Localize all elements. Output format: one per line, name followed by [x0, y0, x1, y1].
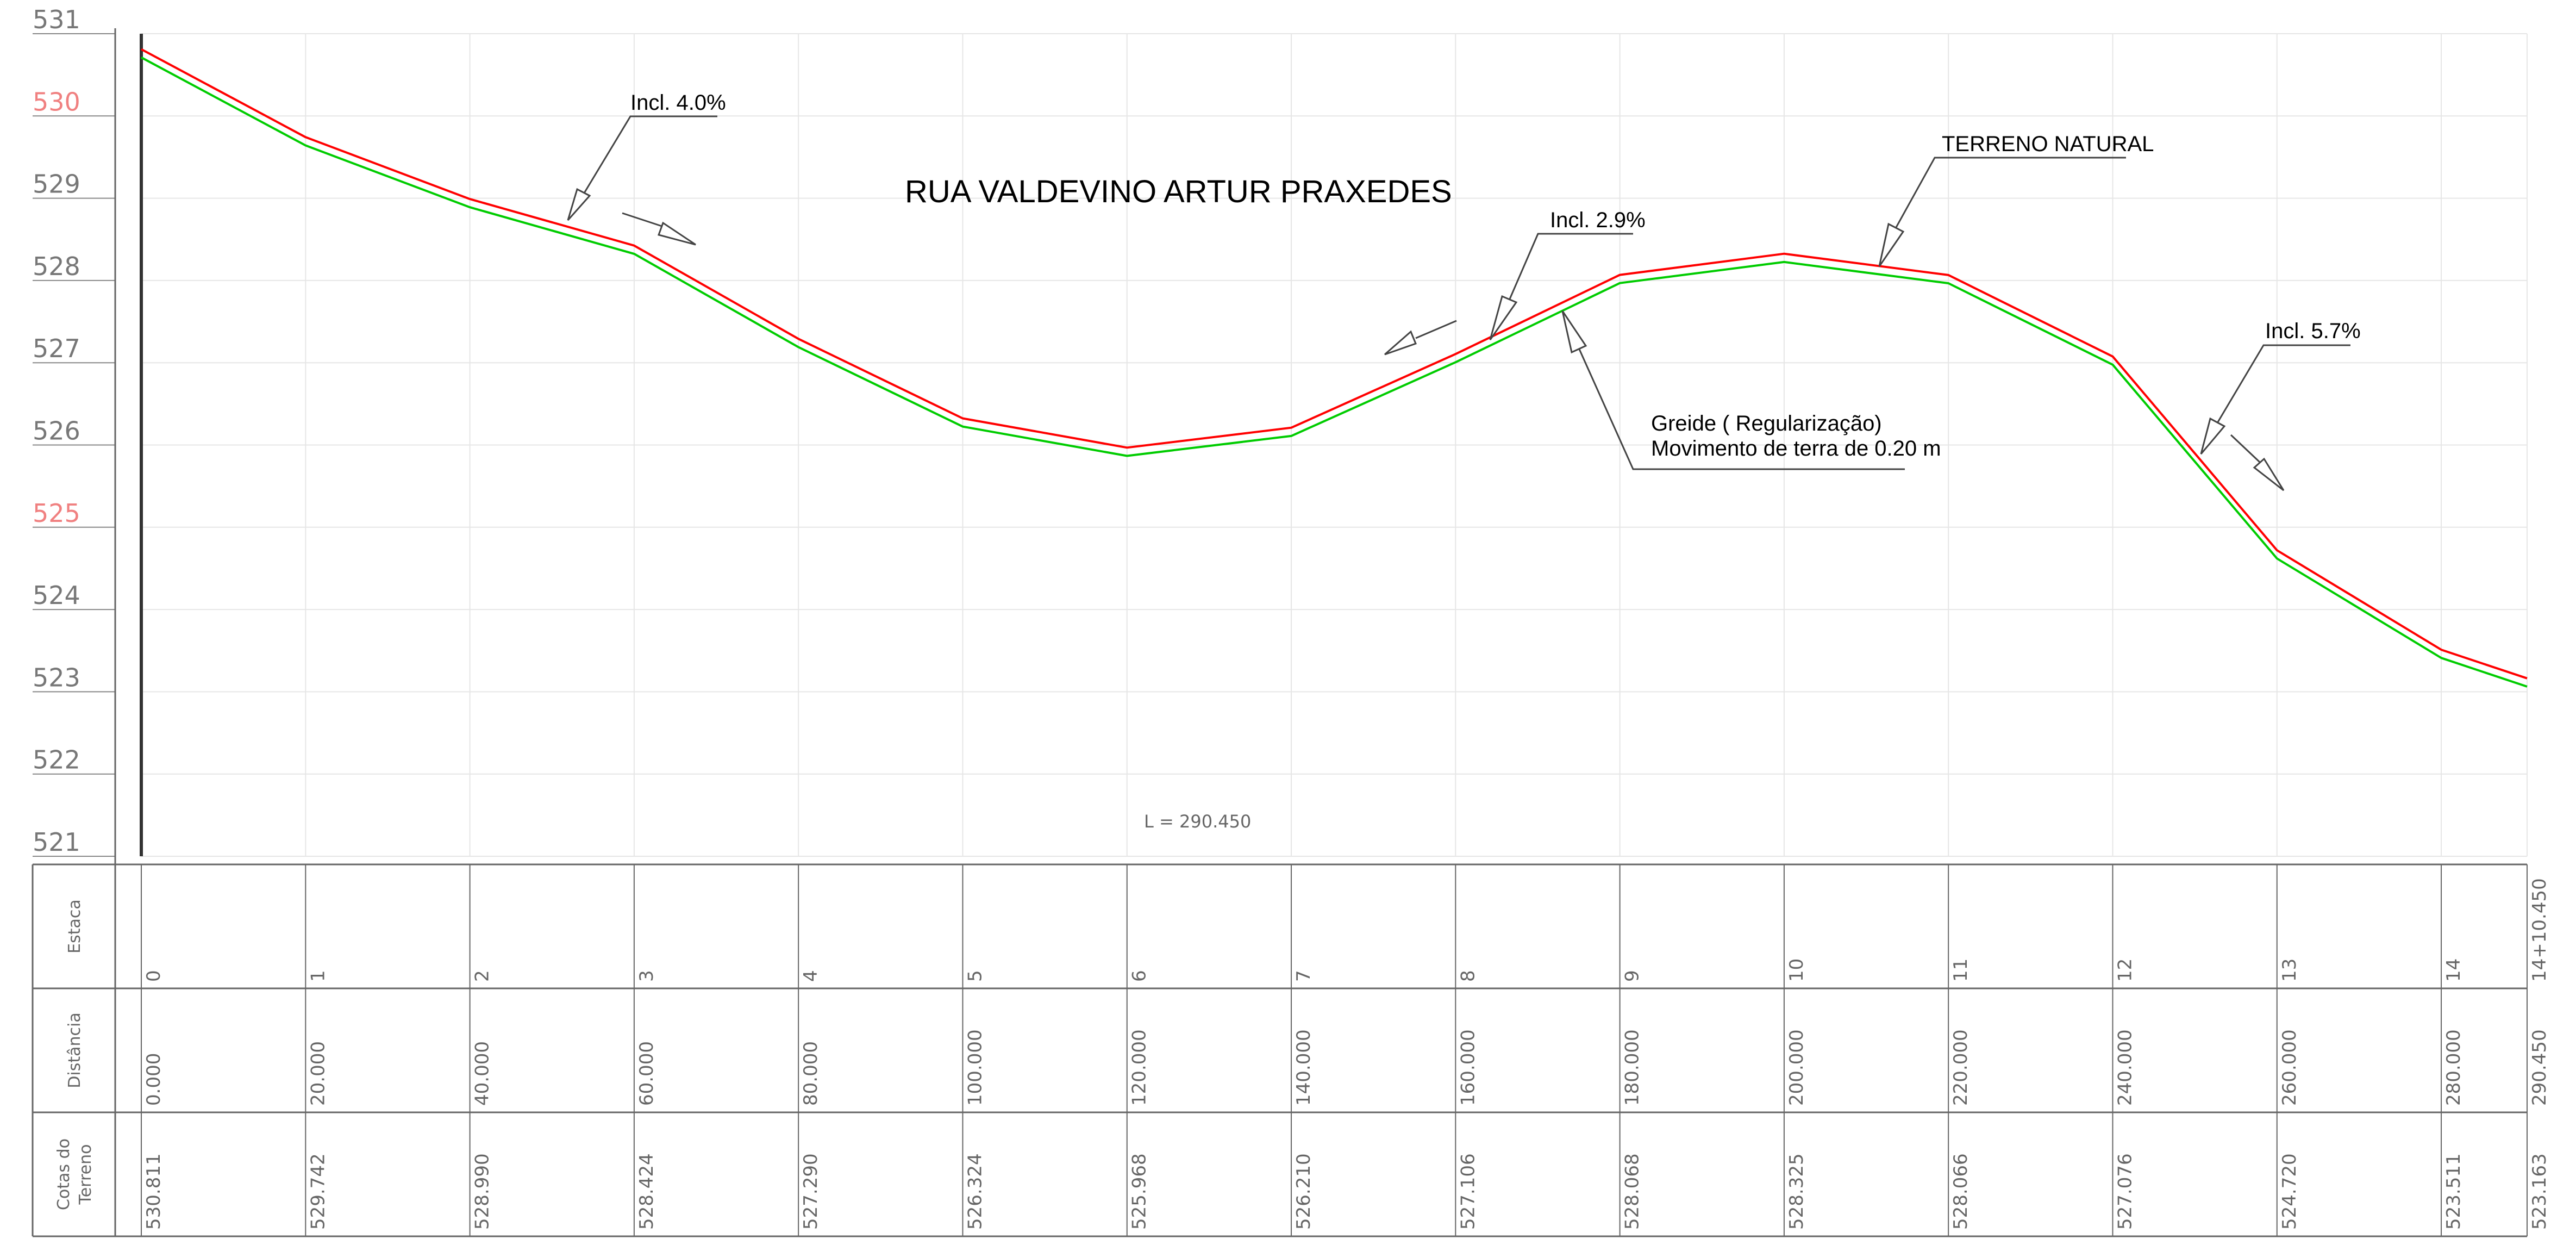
direction-arrow-3	[2230, 434, 2285, 491]
y-tick-label: 525	[33, 499, 80, 528]
y-tick-label: 527	[33, 334, 80, 363]
frame-lines	[32, 28, 2528, 1237]
y-tick-label: 526	[33, 416, 80, 446]
cell-distancia: 0.000	[143, 1053, 165, 1106]
grid-lines	[141, 33, 2528, 857]
cell-cotas: 526.324	[964, 1153, 986, 1230]
cell-cotas: 527.290	[800, 1153, 822, 1230]
cell-cotas: 523.511	[2443, 1153, 2465, 1230]
leader-incl-4	[567, 115, 717, 221]
series-line-terreno	[141, 48, 2528, 680]
row-label-cotas: Terreno	[76, 1144, 95, 1205]
cell-cotas: 528.066	[1950, 1153, 1972, 1230]
incl-5-7-label: Incl. 5.7%	[2265, 319, 2361, 343]
cell-distancia: 280.000	[2443, 1029, 2465, 1106]
cell-cotas: 525.968	[1129, 1153, 1151, 1230]
row-label-cotas: Cotas do	[54, 1138, 73, 1210]
incl-2-9-label: Incl. 2.9%	[1550, 208, 1646, 232]
cell-cotas: 527.106	[1457, 1153, 1479, 1230]
cell-cotas: 524.720	[2279, 1153, 2300, 1230]
cell-cotas: 527.076	[2114, 1153, 2136, 1230]
cell-estaca: 10	[1786, 958, 1808, 982]
cell-distancia: 200.000	[1786, 1029, 1808, 1106]
cell-estaca: 8	[1457, 970, 1479, 982]
direction-arrow-1	[622, 212, 696, 246]
cell-estaca: 7	[1293, 970, 1315, 982]
cell-distancia: 120.000	[1129, 1029, 1151, 1106]
cell-cotas: 523.163	[2529, 1153, 2550, 1230]
y-tick-label: 522	[33, 745, 80, 775]
cell-estaca: 5	[964, 970, 986, 982]
cell-cotas: 530.811	[143, 1153, 165, 1230]
cell-estaca: 0	[143, 970, 165, 982]
incl-4-label: Incl. 4.0%	[630, 91, 726, 115]
cell-estaca: 13	[2279, 958, 2300, 982]
cell-distancia: 290.450	[2529, 1029, 2550, 1106]
leader-incl-5-7	[2200, 344, 2350, 455]
y-tick-label: 524	[33, 581, 80, 610]
cell-distancia: 160.000	[1457, 1029, 1479, 1106]
y-tick-label: 530	[33, 87, 80, 116]
cell-distancia: 40.000	[472, 1041, 493, 1106]
cell-estaca: 14	[2443, 958, 2465, 982]
cell-estaca: 9	[1622, 970, 1643, 982]
annotations: Incl. 4.0% Incl. 2.9% TERRENO NATURAL Gr…	[567, 91, 2361, 491]
y-tick-label: 528	[33, 252, 80, 281]
cell-distancia: 240.000	[2114, 1029, 2136, 1106]
cell-estaca: 11	[1950, 958, 1972, 982]
cell-estaca: 14+10.450	[2529, 878, 2550, 982]
cell-estaca: 1	[307, 970, 329, 982]
y-tick-label: 521	[33, 827, 80, 857]
leader-terreno-natural	[1878, 157, 2126, 267]
cell-estaca: 12	[2114, 958, 2136, 982]
cell-distancia: 140.000	[1293, 1029, 1315, 1106]
table-row-labels: Estaca Distância Cotas do Terreno	[54, 899, 95, 1210]
cell-distancia: 80.000	[800, 1041, 822, 1106]
series-line-greide	[141, 56, 2528, 688]
cell-distancia: 60.000	[636, 1041, 658, 1106]
cell-cotas: 526.210	[1293, 1153, 1315, 1230]
cell-estaca: 4	[800, 970, 822, 982]
leader-incl-2-9	[1489, 233, 1633, 340]
cell-distancia: 100.000	[964, 1029, 986, 1106]
cell-distancia: 220.000	[1950, 1029, 1972, 1106]
cell-distancia: 20.000	[307, 1041, 329, 1106]
table-cells: 00.000530.811120.000529.742240.000528.99…	[143, 878, 2550, 1230]
profile-series	[141, 48, 2528, 688]
cell-cotas: 529.742	[307, 1153, 329, 1230]
cell-cotas: 528.325	[1786, 1153, 1808, 1230]
y-tick-label: 523	[33, 663, 80, 692]
drawing-title: RUA VALDEVINO ARTUR PRAXEDES	[905, 174, 1452, 209]
cell-estaca: 2	[472, 970, 493, 982]
cell-distancia: 260.000	[2279, 1029, 2300, 1106]
cell-cotas: 528.990	[472, 1153, 493, 1230]
row-label-estaca: Estaca	[65, 899, 84, 954]
terreno-natural-label: TERRENO NATURAL	[1942, 132, 2154, 156]
cell-estaca: 6	[1129, 970, 1151, 982]
y-tick-label: 531	[33, 5, 80, 34]
greide-label-line1: Greide ( Regularização)	[1651, 412, 1882, 435]
cell-distancia: 180.000	[1622, 1029, 1643, 1106]
leader-greide	[1561, 310, 1905, 470]
length-label: L = 290.450	[1144, 811, 1251, 832]
cell-estaca: 3	[636, 970, 658, 982]
greide-label-line2: Movimento de terra de 0.20 m	[1651, 437, 1941, 460]
y-axis-labels: 521 522 523 524 525 526 527 528 529 530 531	[33, 5, 80, 857]
direction-arrow-2	[1384, 320, 1457, 356]
cell-cotas: 528.424	[636, 1153, 658, 1230]
y-tick-label: 529	[33, 170, 80, 199]
cell-cotas: 528.068	[1622, 1153, 1643, 1230]
row-label-distancia: Distância	[65, 1012, 84, 1088]
